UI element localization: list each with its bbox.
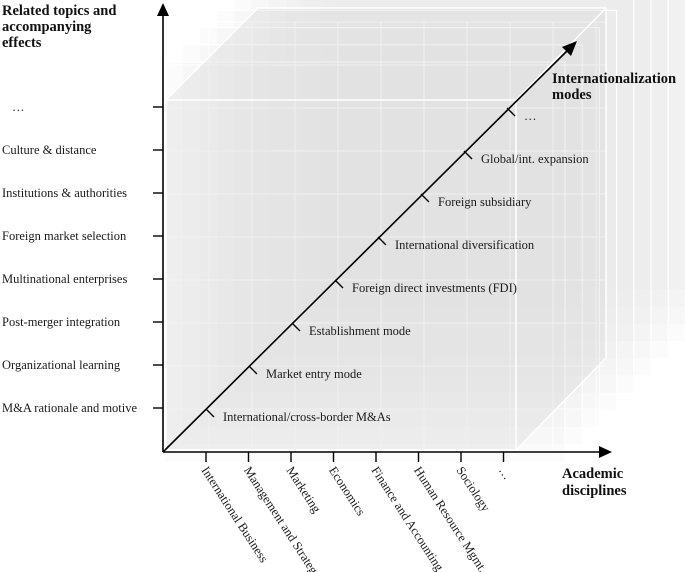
x-axis-label: Economics (326, 464, 368, 518)
cube-grid (164, 0, 685, 463)
diagonal-axis-labels: International/cross-border M&As Market en… (223, 109, 589, 424)
y-axis-label: Foreign market selection (2, 229, 127, 243)
x-axis-title-line: disciplines (562, 483, 627, 499)
diagonal-axis-tick (205, 408, 215, 418)
y-axis-label: Organizational learning (2, 358, 121, 372)
y-axis-label: Multinational enterprises (2, 272, 127, 286)
y-axis-label: Institutions & authorities (2, 186, 127, 200)
diagonal-axis-label: International diversification (395, 238, 535, 252)
cube-layer (336, 0, 685, 291)
diagonal-axis-label: International/cross-border M&As (223, 410, 391, 424)
diagonal-axis-ticks (205, 107, 516, 418)
y-axis-label: M&A rationale and motive (2, 401, 137, 415)
y-axis-title-line: effects (2, 35, 42, 51)
axes (157, 3, 612, 458)
y-axis-label: Culture & distance (2, 143, 97, 157)
diagonal-axis-tick (506, 107, 516, 117)
diagonal-axis-tick (334, 279, 344, 289)
cube-layer (164, 61, 566, 463)
diagonal-axis-title: Internationalization modes (552, 71, 680, 103)
y-axis-arrowhead (157, 3, 169, 16)
x-axis-label: … (496, 464, 515, 482)
diagonal-axis-tick (291, 322, 301, 332)
x-axis-label: Finance and Accounting (368, 464, 446, 572)
diagonal-axis-tick (420, 193, 430, 203)
x-axis-arrowhead (599, 446, 612, 458)
diagonal-axis-label: Foreign subsidiary (438, 195, 532, 209)
y-axis-title: Related topics and accompanying effects (2, 3, 120, 51)
y-axis-label: … (12, 100, 25, 114)
y-axis-labels: M&A rationale and motive Organizational l… (2, 100, 137, 415)
diagonal-axis-arrowhead (562, 41, 577, 56)
cube-layer (216, 9, 618, 411)
y-axis-label: Post-merger integration (2, 315, 121, 329)
diagonal-axis-label: Establishment mode (309, 324, 411, 338)
diagonal-axis-label: Market entry mode (266, 367, 362, 381)
x-axis-title: Academic disciplines (562, 466, 627, 499)
diagonal-axis-label: … (524, 109, 537, 123)
diagonal-axis-title-line: Internationalization (552, 71, 676, 87)
diagonal-axis-label: Global/int. expansion (481, 152, 589, 166)
diagonal-axis-tick (248, 365, 258, 375)
cube-layer (198, 27, 600, 429)
y-axis-title-line: Related topics and (2, 3, 116, 19)
x-axis-label: Human Resource Mgmt. (411, 464, 490, 572)
x-axis-label: Marketing (283, 464, 324, 516)
cube-layer (267, 0, 669, 360)
cube-layer (250, 0, 652, 377)
diagonal-axis-title-line: modes (552, 87, 592, 103)
cube-layer (284, 0, 685, 343)
diagonal-axis-tick (463, 150, 473, 160)
diagonal-axis-tick (377, 236, 387, 246)
cube-layer (302, 0, 685, 326)
y-axis-ticks (153, 106, 163, 409)
diagonal-axis-label: Foreign direct investments (FDI) (352, 281, 517, 295)
y-axis-title-line: accompanying (2, 19, 92, 35)
x-axis-label: Sociology (453, 464, 493, 515)
x-axis-ticks (205, 452, 505, 462)
cube-layer (233, 0, 635, 394)
x-axis-title-line: Academic (562, 466, 624, 482)
diagonal-axis-line (162, 49, 569, 453)
